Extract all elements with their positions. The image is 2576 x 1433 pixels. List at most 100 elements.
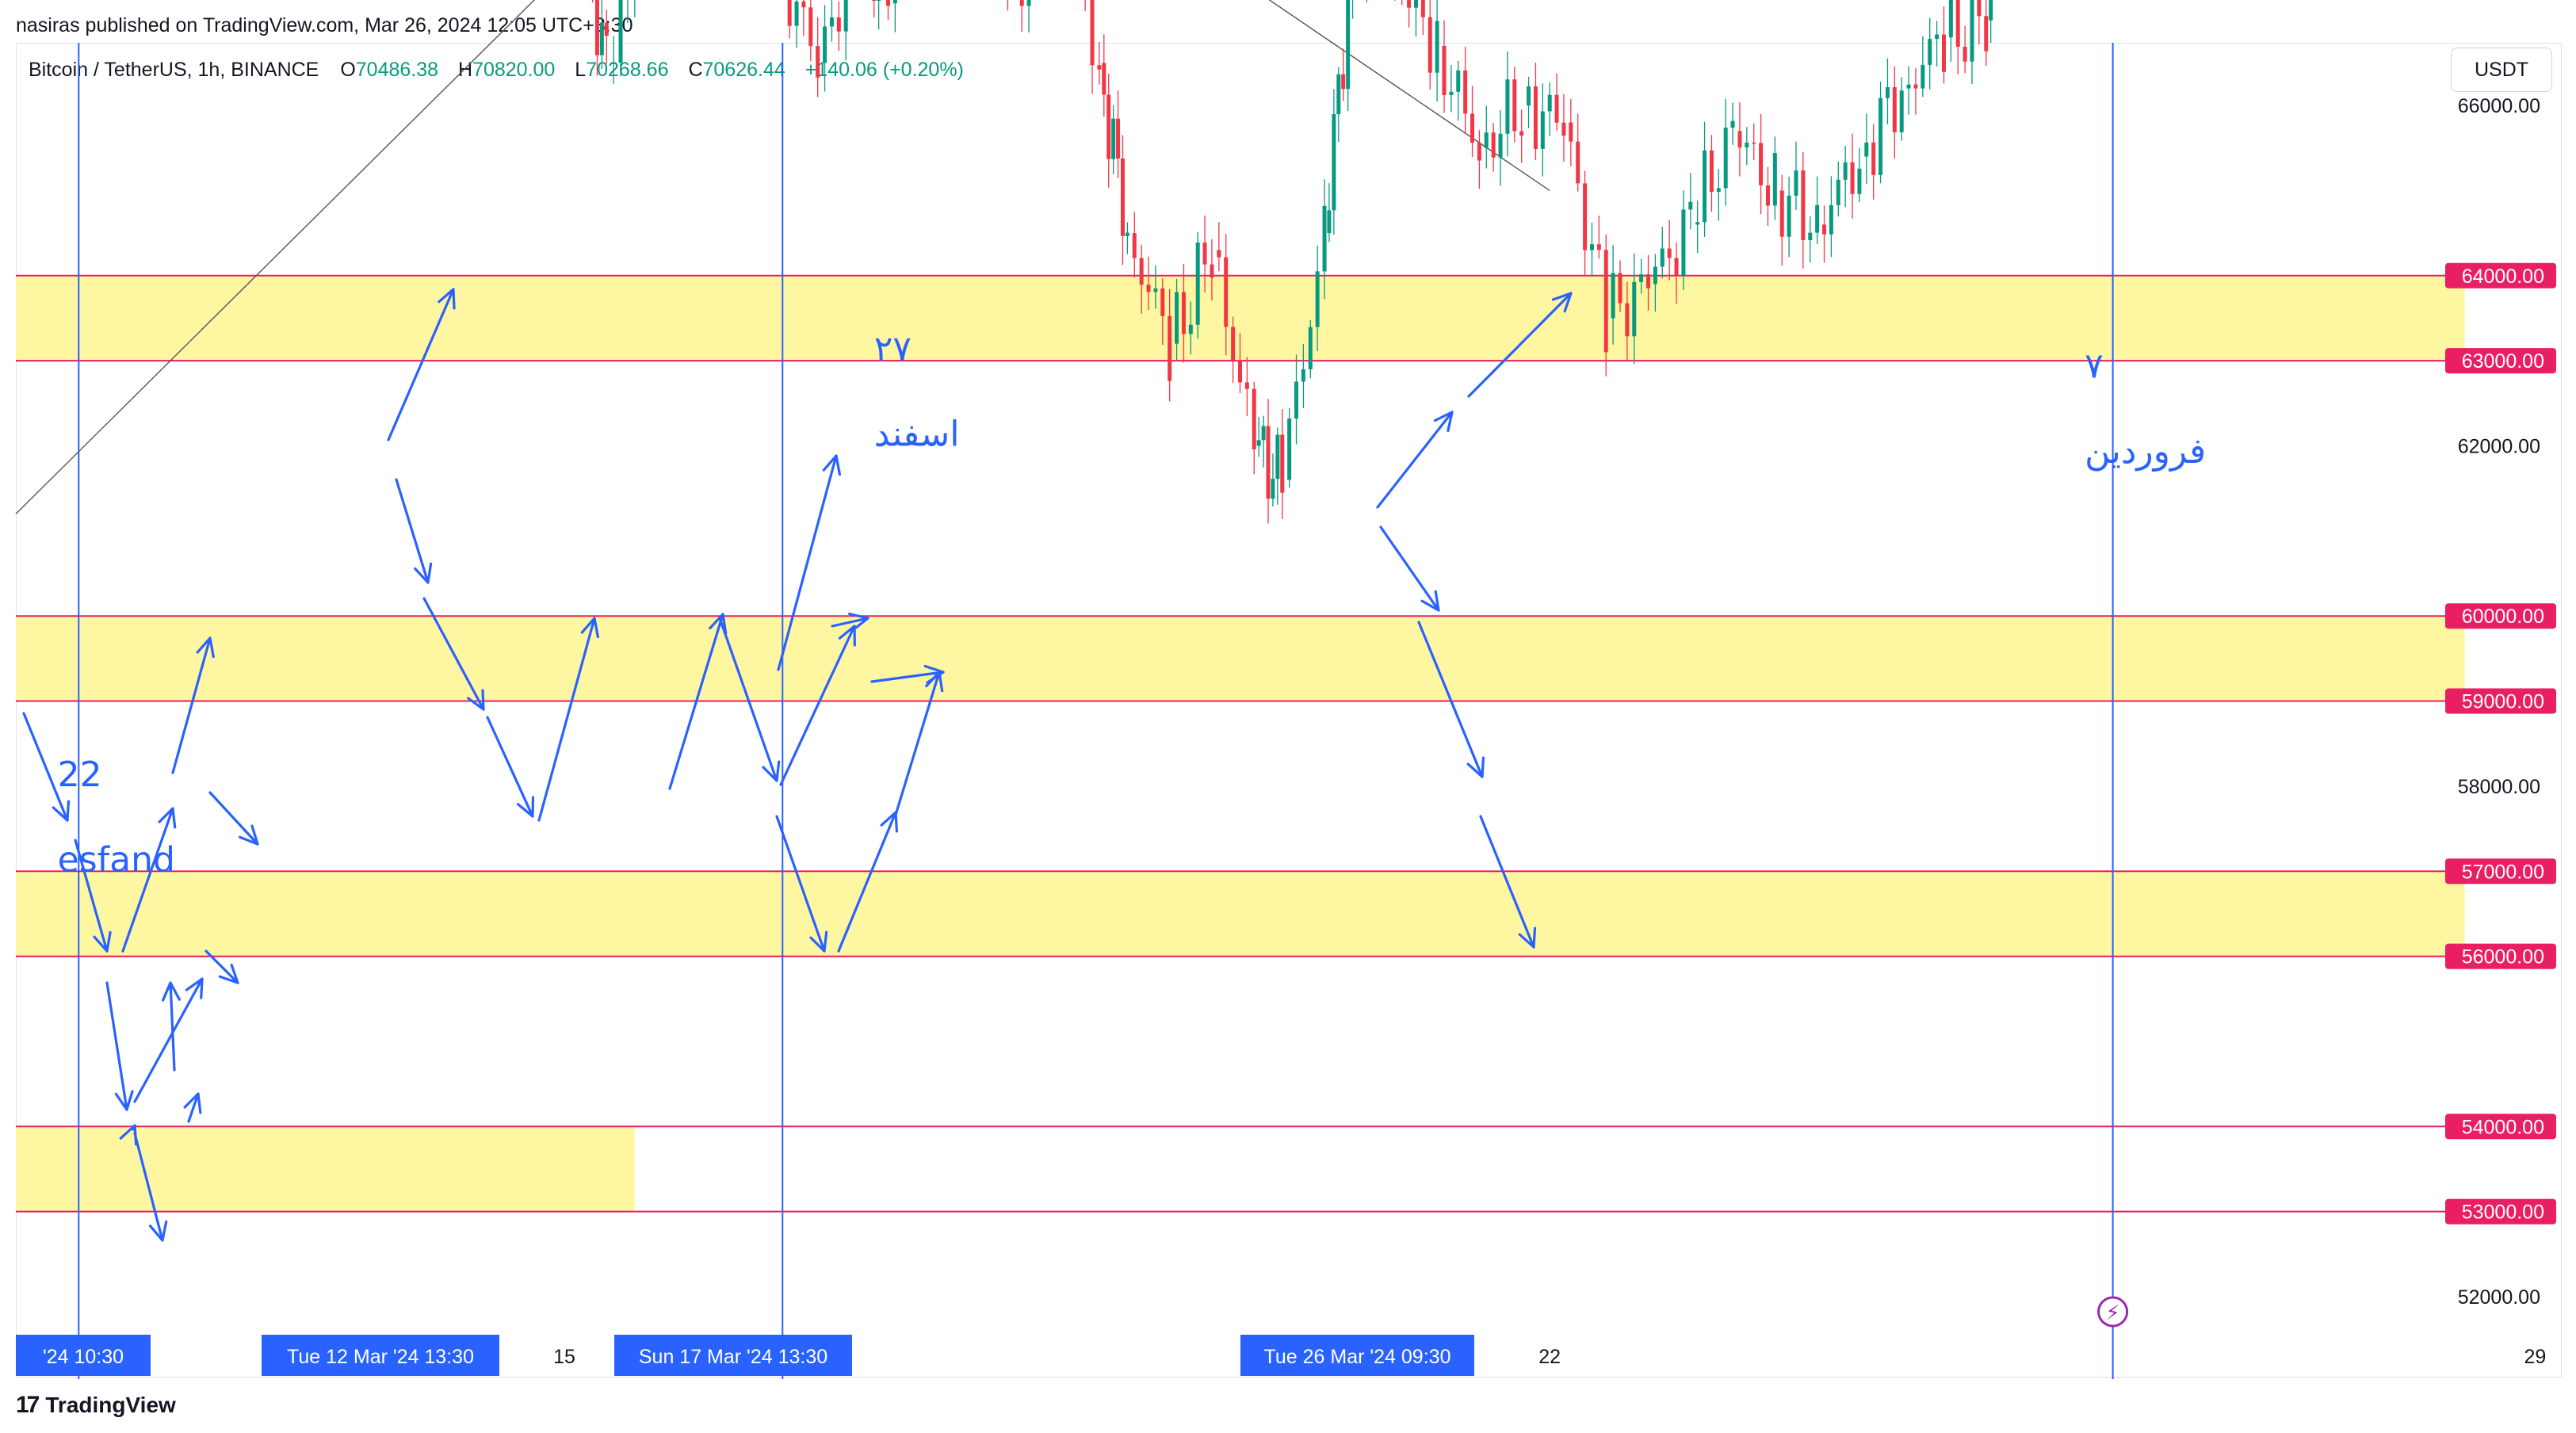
annotation-text-1: esfand bbox=[58, 839, 175, 880]
drawn-arrow-15 bbox=[486, 716, 534, 818]
candle-body-237 bbox=[1271, 479, 1275, 499]
candle-body-308 bbox=[1752, 142, 1756, 144]
currency-selector[interactable]: USDT bbox=[2451, 48, 2552, 92]
drawn-arrow-head-10 bbox=[185, 977, 204, 999]
x-tick-22: 22 bbox=[1538, 1346, 1561, 1368]
level-label-bg-8 bbox=[2445, 688, 2556, 714]
drawn-arrow-head-17 bbox=[709, 613, 728, 635]
drawn-arrow-24 bbox=[1376, 411, 1454, 509]
candle-body-177 bbox=[877, 0, 881, 1]
level-label-9: 57000.00 bbox=[2462, 861, 2544, 883]
drawn-arrow-0 bbox=[22, 712, 69, 822]
candle-body-232 bbox=[1244, 382, 1249, 389]
drawn-arrow-head-21 bbox=[809, 930, 828, 953]
low-value: 70268.66 bbox=[586, 59, 669, 81]
chart-frame[interactable] bbox=[16, 43, 2562, 1378]
candle-body-199 bbox=[1026, 0, 1031, 6]
drawn-arrow-8 bbox=[105, 981, 128, 1111]
candle-body-212 bbox=[1111, 118, 1116, 159]
candle-body-138 bbox=[611, 63, 616, 64]
candle-body-163 bbox=[787, 0, 792, 26]
candle-body-238 bbox=[1275, 434, 1280, 480]
publisher-header: nasiras published on TradingView.com, Ma… bbox=[16, 14, 633, 36]
candle-body-329 bbox=[1899, 90, 1904, 132]
x-tick-29: 29 bbox=[2524, 1346, 2546, 1368]
drawn-arrow-27 bbox=[1417, 621, 1484, 778]
candle-body-322 bbox=[1850, 162, 1855, 194]
drawn-arrow-head-27 bbox=[1466, 756, 1485, 778]
drawn-arrow-head-18 bbox=[762, 760, 781, 782]
candle-body-271 bbox=[1491, 132, 1496, 158]
candle-body-165 bbox=[801, 1, 806, 8]
candle-body-331 bbox=[1913, 84, 1918, 89]
candle-body-276 bbox=[1527, 86, 1531, 106]
candle-body-323 bbox=[1857, 168, 1862, 194]
candle-body-262 bbox=[1428, 17, 1432, 73]
time-label-bg-0 bbox=[16, 1335, 151, 1376]
drawn-arrow-head-26 bbox=[1420, 590, 1440, 612]
annotation-text-3: اسفند bbox=[874, 415, 960, 455]
zone-6 bbox=[16, 1126, 635, 1212]
drawn-arrow-20 bbox=[777, 454, 838, 671]
candle-body-233 bbox=[1252, 388, 1256, 449]
open-label: O bbox=[340, 59, 356, 81]
drawn-arrow-21 bbox=[775, 815, 826, 953]
drawn-arrow-head-14 bbox=[466, 689, 485, 711]
drawn-arrow-head-9 bbox=[148, 1220, 168, 1242]
candle-body-213 bbox=[1116, 118, 1121, 159]
candle-body-291 bbox=[1632, 281, 1637, 337]
drawn-arrow-head-12 bbox=[438, 288, 456, 310]
drawn-arrow-head-20 bbox=[822, 454, 842, 476]
annotation-text-0: 22 bbox=[58, 755, 102, 795]
trendline-falling bbox=[1268, 0, 1550, 192]
candle-body-265 bbox=[1449, 91, 1454, 96]
candle-body-318 bbox=[1822, 224, 1827, 235]
candle-body-340 bbox=[1977, 0, 1982, 17]
zone-5 bbox=[16, 871, 2465, 957]
candle-body-302 bbox=[1709, 150, 1714, 193]
candle-body-247 bbox=[1332, 114, 1336, 211]
candle-body-176 bbox=[872, 0, 877, 1]
candle-body-294 bbox=[1653, 266, 1657, 285]
candle-body-280 bbox=[1554, 94, 1559, 123]
close-value: 70626.44 bbox=[702, 59, 785, 81]
drawn-arrow-head-7 bbox=[183, 1092, 202, 1114]
time-label-bg-3 bbox=[1240, 1335, 1474, 1376]
drawn-arrow-22 bbox=[837, 811, 897, 953]
level-label-bg-7 bbox=[2445, 603, 2556, 629]
drawn-arrow-head-0 bbox=[52, 800, 71, 822]
tradingview-footer[interactable]: 17 TradingView bbox=[16, 1392, 176, 1419]
candle-body-168 bbox=[823, 26, 827, 63]
time-label-bg-2 bbox=[614, 1335, 852, 1376]
drawn-arrow-14 bbox=[422, 597, 485, 711]
level-label-5: 64000.00 bbox=[2462, 266, 2544, 288]
candle-body-310 bbox=[1765, 185, 1770, 206]
candle-body-339 bbox=[1970, 0, 1974, 62]
candle-body-285 bbox=[1589, 244, 1594, 250]
candle-body-313 bbox=[1787, 195, 1791, 237]
open-value: 70486.38 bbox=[355, 59, 439, 81]
drawn-arrow-10 bbox=[133, 977, 204, 1103]
candle-body-320 bbox=[1836, 179, 1840, 205]
candle-body-264 bbox=[1442, 45, 1447, 96]
level-label-10: 56000.00 bbox=[2462, 946, 2544, 969]
candle-body-286 bbox=[1596, 244, 1601, 250]
candle-body-305 bbox=[1730, 120, 1735, 128]
candle-body-337 bbox=[1955, 0, 1960, 47]
drawn-arrow-head-3 bbox=[161, 981, 182, 1002]
drawn-arrow-head-2 bbox=[158, 807, 177, 829]
drawn-arrow-head-5 bbox=[196, 636, 215, 659]
candle-body-169 bbox=[829, 17, 834, 27]
symbol-name[interactable]: Bitcoin / TetherUS, 1h, BINANCE bbox=[29, 59, 319, 81]
drawn-arrow-head-1 bbox=[93, 930, 112, 953]
trendline-rising bbox=[15, 0, 536, 514]
annotation-text-4: ۷ bbox=[2085, 346, 2104, 387]
candle-body-277 bbox=[1533, 86, 1538, 149]
drawn-arrow-3 bbox=[169, 981, 176, 1072]
candle-body-198 bbox=[1019, 0, 1024, 6]
candle-body-209 bbox=[1097, 65, 1102, 70]
drawn-arrow-19 bbox=[779, 625, 856, 786]
candle-body-300 bbox=[1695, 222, 1700, 225]
candle-body-241 bbox=[1294, 381, 1299, 418]
